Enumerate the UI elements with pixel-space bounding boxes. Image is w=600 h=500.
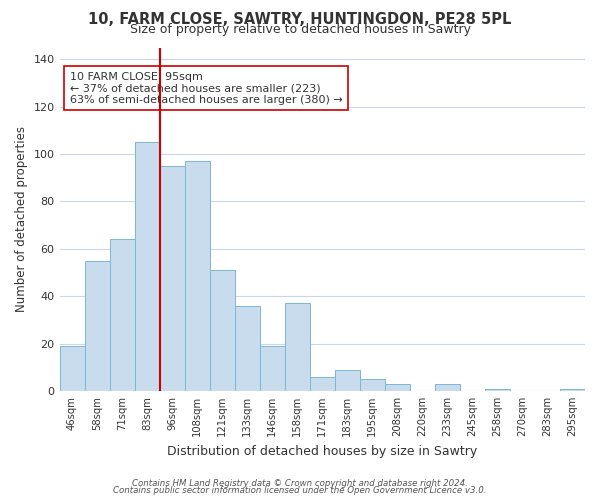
- Bar: [85, 260, 110, 391]
- Bar: [285, 304, 310, 391]
- Text: Size of property relative to detached houses in Sawtry: Size of property relative to detached ho…: [130, 22, 470, 36]
- Bar: [235, 306, 260, 391]
- Bar: [110, 240, 134, 391]
- Text: 10 FARM CLOSE: 95sqm
← 37% of detached houses are smaller (223)
63% of semi-deta: 10 FARM CLOSE: 95sqm ← 37% of detached h…: [70, 72, 343, 104]
- Text: Contains HM Land Registry data © Crown copyright and database right 2024.: Contains HM Land Registry data © Crown c…: [132, 478, 468, 488]
- Y-axis label: Number of detached properties: Number of detached properties: [15, 126, 28, 312]
- Bar: [59, 346, 85, 391]
- Bar: [435, 384, 460, 391]
- Bar: [134, 142, 160, 391]
- Bar: [560, 388, 585, 391]
- Text: 10, FARM CLOSE, SAWTRY, HUNTINGDON, PE28 5PL: 10, FARM CLOSE, SAWTRY, HUNTINGDON, PE28…: [88, 12, 512, 28]
- Bar: [385, 384, 410, 391]
- Bar: [360, 379, 385, 391]
- Bar: [185, 161, 209, 391]
- Text: Contains public sector information licensed under the Open Government Licence v3: Contains public sector information licen…: [113, 486, 487, 495]
- Bar: [310, 376, 335, 391]
- Bar: [485, 388, 510, 391]
- X-axis label: Distribution of detached houses by size in Sawtry: Distribution of detached houses by size …: [167, 444, 478, 458]
- Bar: [335, 370, 360, 391]
- Bar: [260, 346, 285, 391]
- Bar: [160, 166, 185, 391]
- Bar: [209, 270, 235, 391]
